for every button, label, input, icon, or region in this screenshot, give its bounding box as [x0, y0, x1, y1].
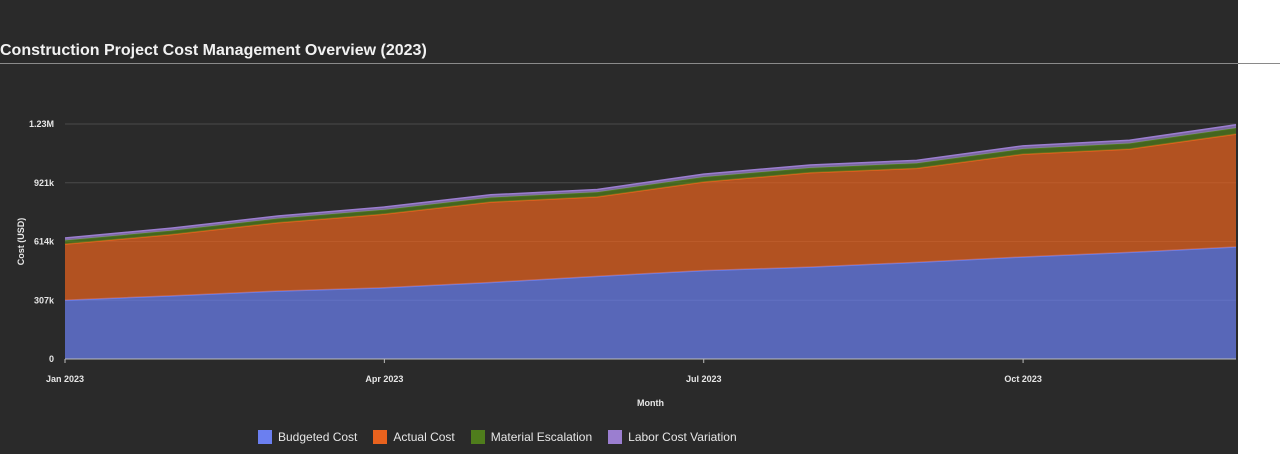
legend: Budgeted Cost Actual Cost Material Escalat… [258, 430, 737, 444]
legend-swatch [608, 430, 623, 444]
y-axis-title: Cost (USD) [16, 218, 26, 266]
legend-item-labor-cost-variation[interactable]: Labor Cost Variation [608, 430, 737, 444]
area-material-escalation [65, 128, 1236, 245]
x-tick-label: Oct 2023 [1004, 374, 1042, 384]
y-tick-label: 614k [34, 237, 55, 247]
legend-swatch [470, 430, 485, 444]
legend-item-actual-cost[interactable]: Actual Cost [373, 430, 455, 444]
legend-label: Labor Cost Variation [628, 430, 737, 444]
x-axis-ticks: Jan 2023 Apr 2023 Jul 2023 Oct 2023 [46, 359, 1042, 384]
y-tick-label: 307k [34, 295, 55, 305]
legend-swatch [373, 430, 388, 444]
x-tick-label: Jan 2023 [46, 374, 84, 384]
legend-item-material-escalation[interactable]: Material Escalation [470, 430, 593, 444]
x-tick-label: Apr 2023 [365, 374, 403, 384]
legend-swatch [258, 430, 272, 444]
area-series [64, 124, 1237, 359]
y-tick-label: 1.23M [29, 119, 54, 129]
y-axis-ticks: 0 307k 614k 921k 1.23M [29, 119, 55, 364]
area-actual-cost [65, 134, 1236, 301]
area-budgeted-cost [65, 247, 1236, 359]
area-labor-cost-variation [65, 124, 1236, 241]
line-labor-cost-variation [64, 124, 1237, 239]
legend-label: Budgeted Cost [278, 430, 358, 444]
legend-label: Material Escalation [490, 430, 593, 444]
x-axis-title: Month [637, 398, 664, 408]
y-tick-label: 921k [34, 178, 55, 188]
title-divider [0, 63, 1280, 64]
x-tick-label: Jul 2023 [686, 374, 722, 384]
legend-label: Actual Cost [393, 430, 455, 444]
legend-item-budgeted-cost[interactable]: Budgeted Cost [258, 430, 357, 444]
chart-title: Construction Project Cost Management Ove… [0, 42, 427, 59]
y-tick-label: 0 [49, 354, 54, 364]
